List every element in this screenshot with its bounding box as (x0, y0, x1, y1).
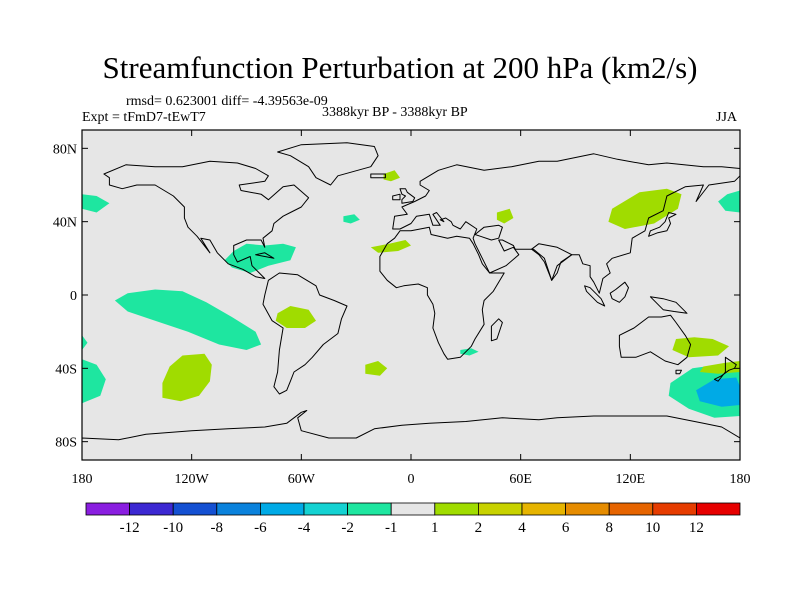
coastline-14 (649, 296, 688, 314)
coastline-2 (262, 272, 348, 395)
colorbar-label: -12 (120, 520, 140, 536)
colorbar-swatch (390, 502, 436, 516)
x-tick-label: 120W (175, 472, 210, 487)
colorbar-label: 12 (689, 520, 704, 536)
colorbar-swatch (434, 502, 479, 516)
colorbar-label: 2 (475, 520, 483, 536)
anomaly-region-3 (114, 289, 262, 350)
anomaly-region-2 (224, 243, 296, 273)
coastline-13 (584, 285, 606, 307)
colorbar-swatch (129, 502, 174, 516)
anomaly-region-0 (82, 194, 110, 213)
colorbar-label: -8 (211, 520, 224, 536)
colorbar-label: 8 (605, 520, 613, 536)
coastline-3 (392, 153, 740, 294)
y-tick-label: 40N (53, 216, 77, 231)
colorbar-label: -10 (163, 520, 183, 536)
colorbar-label: 10 (645, 520, 660, 536)
anomaly-region-10 (343, 214, 360, 224)
anomaly-region-13 (608, 188, 682, 229)
anomaly-region-17 (696, 377, 740, 407)
anomaly-region-1 (718, 190, 740, 213)
colorbar-label: 1 (431, 520, 439, 536)
colorbar-swatch (696, 502, 741, 516)
coastline-5 (490, 318, 503, 342)
anomaly-region-4 (275, 306, 316, 328)
colorbar-swatch (216, 502, 261, 516)
colorbar-label: -4 (298, 520, 311, 536)
anomaly-region-7 (365, 361, 388, 376)
y-tick-label: 80S (55, 436, 77, 451)
y-tick-label: 80N (53, 142, 77, 157)
colorbar-label: 4 (518, 520, 526, 536)
map-plot-area (82, 130, 740, 460)
colorbar-swatch (259, 502, 305, 516)
coastline-1 (277, 142, 379, 186)
coastline-11 (648, 212, 677, 237)
anomaly-region-11 (370, 240, 411, 253)
x-tick-label: 0 (408, 472, 415, 487)
anomaly-region-15 (82, 335, 88, 350)
anomaly-region-6 (82, 359, 106, 404)
colorbar-swatch (347, 502, 392, 516)
chart-title: Streamfunction Perturbation at 200 hPa (… (102, 50, 698, 85)
season-label: JJA (716, 110, 738, 125)
x-tick-label: 180 (72, 472, 93, 487)
colorbar-swatch (652, 502, 697, 516)
y-tick-label: 0 (70, 289, 77, 304)
colorbar-swatch (565, 502, 610, 516)
colorbar-swatch (303, 502, 348, 516)
map-axes: 180 120W 60W 0 60E 120E 180 80N 40N 0 40S 80S (53, 129, 751, 487)
anomaly-region-18 (699, 361, 740, 374)
period-label: 3388kyr BP - 3388kyr BP (322, 105, 468, 120)
anomaly-region-12 (496, 208, 514, 224)
stats-text: rmsd= 0.623001 diff= -4.39563e-09 (126, 94, 328, 109)
x-tick-label: 60E (509, 472, 532, 487)
anomaly-region-5 (162, 353, 212, 402)
colorbar-swatch (172, 502, 218, 516)
coastline-19 (82, 410, 740, 460)
colorbar-label: -6 (254, 520, 267, 536)
map-background (82, 130, 740, 460)
coastline-15 (399, 188, 416, 204)
colorbar-label: -1 (385, 520, 398, 536)
coastline-4 (379, 226, 505, 360)
coastline-6 (474, 224, 503, 241)
coastline-9 (675, 369, 682, 375)
coastline-8 (618, 314, 692, 366)
coastline-7 (531, 243, 573, 281)
coastline-0 (103, 160, 310, 279)
colorbar-swatch (85, 502, 130, 516)
x-tick-label: 60W (288, 472, 316, 487)
x-tick-label: 180 (730, 472, 751, 487)
experiment-label: Expt = tFmD7-tEwT7 (82, 110, 206, 125)
anomaly-region-8 (460, 348, 479, 356)
colorbar-label: -2 (341, 520, 354, 536)
coastline-12 (609, 281, 629, 303)
coastline-10 (713, 356, 737, 382)
anomaly-region-14 (672, 337, 729, 358)
coastline-16 (392, 193, 401, 201)
anomaly-region-9 (383, 170, 400, 182)
colorbar-swatch (521, 502, 566, 516)
colorbar-swatch (608, 502, 654, 516)
x-tick-label: 120E (616, 472, 646, 487)
colorbar-label: 6 (562, 520, 570, 536)
colorbar-swatch (477, 502, 523, 516)
coastline-17 (370, 173, 386, 179)
coastline-18 (255, 252, 275, 259)
colorbar: -12 -10 -8 -6 -4 -2 -1 1 2 4 6 8 10 12 (85, 502, 741, 536)
y-tick-label: 40S (55, 362, 77, 377)
